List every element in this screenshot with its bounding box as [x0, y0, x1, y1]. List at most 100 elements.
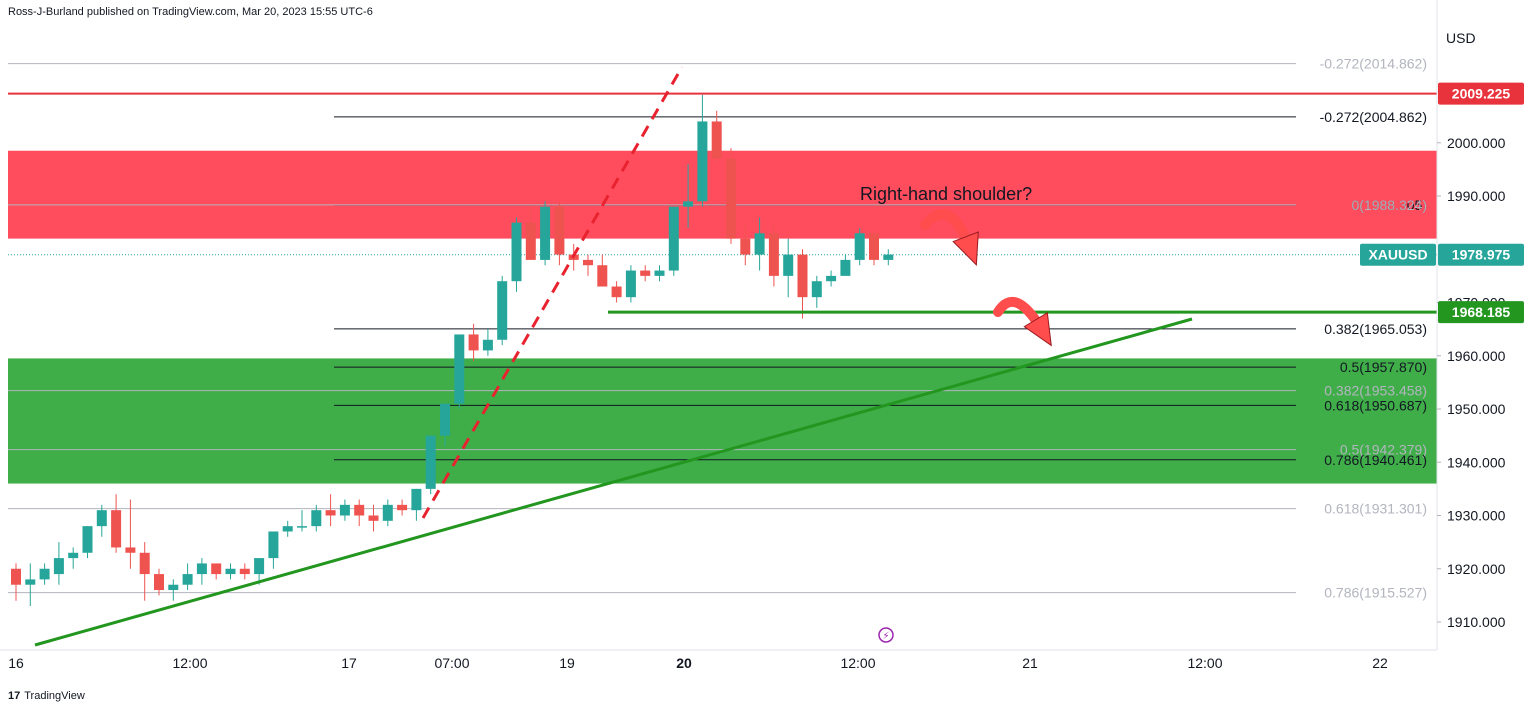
lightning-circle: [878, 627, 894, 643]
footer: 17 TradingView: [8, 690, 85, 702]
candle-body: [268, 531, 279, 559]
fib-level-label: 0.382(1965.053): [1324, 321, 1427, 337]
symbol-badge-label: XAUUSD: [1368, 247, 1427, 263]
candle-body: [68, 552, 79, 559]
x-tick-label: 22: [1372, 655, 1388, 671]
currency-label: USD: [1446, 30, 1476, 46]
price-badge-label: 1978.975: [1452, 247, 1511, 263]
candle-body: [711, 121, 722, 159]
x-tick-label: 17: [341, 655, 357, 671]
tradingview-logo-icon: 17: [8, 690, 21, 702]
candle-body: [497, 281, 508, 340]
x-tick-label: 12:00: [1187, 655, 1222, 671]
candle-body: [468, 334, 479, 351]
candle-body: [53, 558, 64, 575]
candle-body: [297, 526, 307, 528]
fibonacci-layer: -0.272(2014.862) -0.272(2004.862) 0(1988.3…: [8, 56, 1437, 601]
fib-level-label: 0.786(1915.527): [1324, 585, 1427, 601]
support-trendline: [34, 317, 1193, 647]
axes-layer: USD 1910.000 1920.000 1930.000 1940.000 1950.…: [0, 0, 1506, 671]
fib-level-label: 0.5(1942.379): [1340, 442, 1427, 458]
candle-body: [139, 552, 150, 575]
fib-level-label: 0.5(1957.870): [1340, 359, 1427, 375]
candle-body: [683, 201, 694, 207]
fib-level-label: 0.786(1940.461): [1324, 452, 1427, 468]
price-badge-label: 1968.185: [1452, 304, 1511, 320]
candle-body: [783, 254, 794, 276]
y-tick-label: 1910.000: [1447, 614, 1506, 630]
down-arrow-icon-head: [952, 231, 979, 266]
price-badges-layer: 2009.225 XAUUSD 1978.975 1968.185: [1360, 82, 1524, 324]
candle-body: [425, 435, 436, 489]
lightning-glyph: ⚡: [882, 631, 889, 642]
candle-body: [454, 334, 465, 404]
right-shoulder-annotation: Right-hand shoulder?: [860, 184, 1032, 204]
fib-level-label: 0.618(1950.687): [1324, 397, 1427, 413]
candle-body: [440, 403, 450, 436]
candles-layer: [11, 94, 894, 607]
fib-level-label: -0.272(2014.862): [1320, 56, 1427, 72]
support-zone: [8, 358, 1437, 484]
candle-body: [754, 233, 765, 255]
candle-body: [740, 238, 751, 255]
y-tick-label: 1920.000: [1447, 561, 1506, 577]
zones-layer: [8, 150, 1437, 484]
candle-body: [411, 488, 422, 511]
candle-body: [82, 526, 93, 553]
candle-body: [182, 574, 193, 585]
fib-level-label: 0.618(1931.301): [1324, 501, 1427, 517]
candle-body: [540, 206, 551, 260]
candle-body: [196, 563, 207, 575]
candle-body: [311, 510, 322, 527]
candle-body: [869, 233, 879, 260]
candle-body: [368, 515, 379, 521]
candle-body: [339, 504, 350, 516]
candle-body: [768, 233, 779, 276]
candle-body: [325, 510, 336, 516]
x-tick-label: 07:00: [434, 655, 469, 671]
candle-body: [225, 568, 236, 575]
y-tick-label: 1940.000: [1447, 454, 1506, 470]
price-badge-label: 2009.225: [1452, 86, 1511, 102]
candle-body: [254, 558, 265, 575]
fib-level-label: 0(1988.324): [1351, 197, 1427, 213]
candle-body: [811, 281, 822, 298]
price-badge: [1438, 243, 1524, 266]
candle-body: [382, 504, 393, 521]
candle-body: [482, 339, 493, 351]
candle-body: [554, 206, 565, 255]
footer-brand: TradingView: [24, 690, 85, 702]
candle-body: [39, 568, 50, 580]
candle-body: [726, 158, 736, 239]
fib-level-label: 0.382(1953.458): [1324, 383, 1427, 399]
publisher-caption: Ross-J-Burland published on TradingView.…: [8, 6, 373, 18]
candle-body: [354, 504, 365, 516]
candle-body: [625, 270, 636, 298]
candle-body: [211, 563, 222, 575]
y-tick-label: 1990.000: [1447, 188, 1506, 204]
x-tick-label: 19: [559, 655, 575, 671]
candle-body: [511, 222, 522, 282]
x-tick-label: 12:00: [172, 655, 207, 671]
lightning-icon: ⚡: [878, 627, 894, 643]
x-tick-label: 20: [676, 655, 692, 671]
y-tick-label: 1950.000: [1447, 401, 1506, 417]
candle-body: [597, 265, 608, 287]
candle-body: [239, 568, 250, 575]
candle-body: [96, 510, 107, 527]
candle-body: [654, 270, 665, 276]
x-tick-label: 16: [8, 655, 24, 671]
candle-body: [525, 222, 536, 260]
candle-body: [668, 206, 679, 271]
dashed-trendline: [421, 66, 684, 519]
y-tick-label: 2000.000: [1447, 135, 1506, 151]
down-arrow-icon-head: [1023, 311, 1052, 347]
price-badge: [1438, 301, 1524, 324]
candle-body: [397, 504, 408, 511]
candle-body: [25, 579, 36, 585]
y-tick-label: 1930.000: [1447, 508, 1506, 524]
candle-body: [611, 286, 622, 298]
candle-body: [854, 233, 865, 260]
candle-body: [282, 526, 293, 532]
